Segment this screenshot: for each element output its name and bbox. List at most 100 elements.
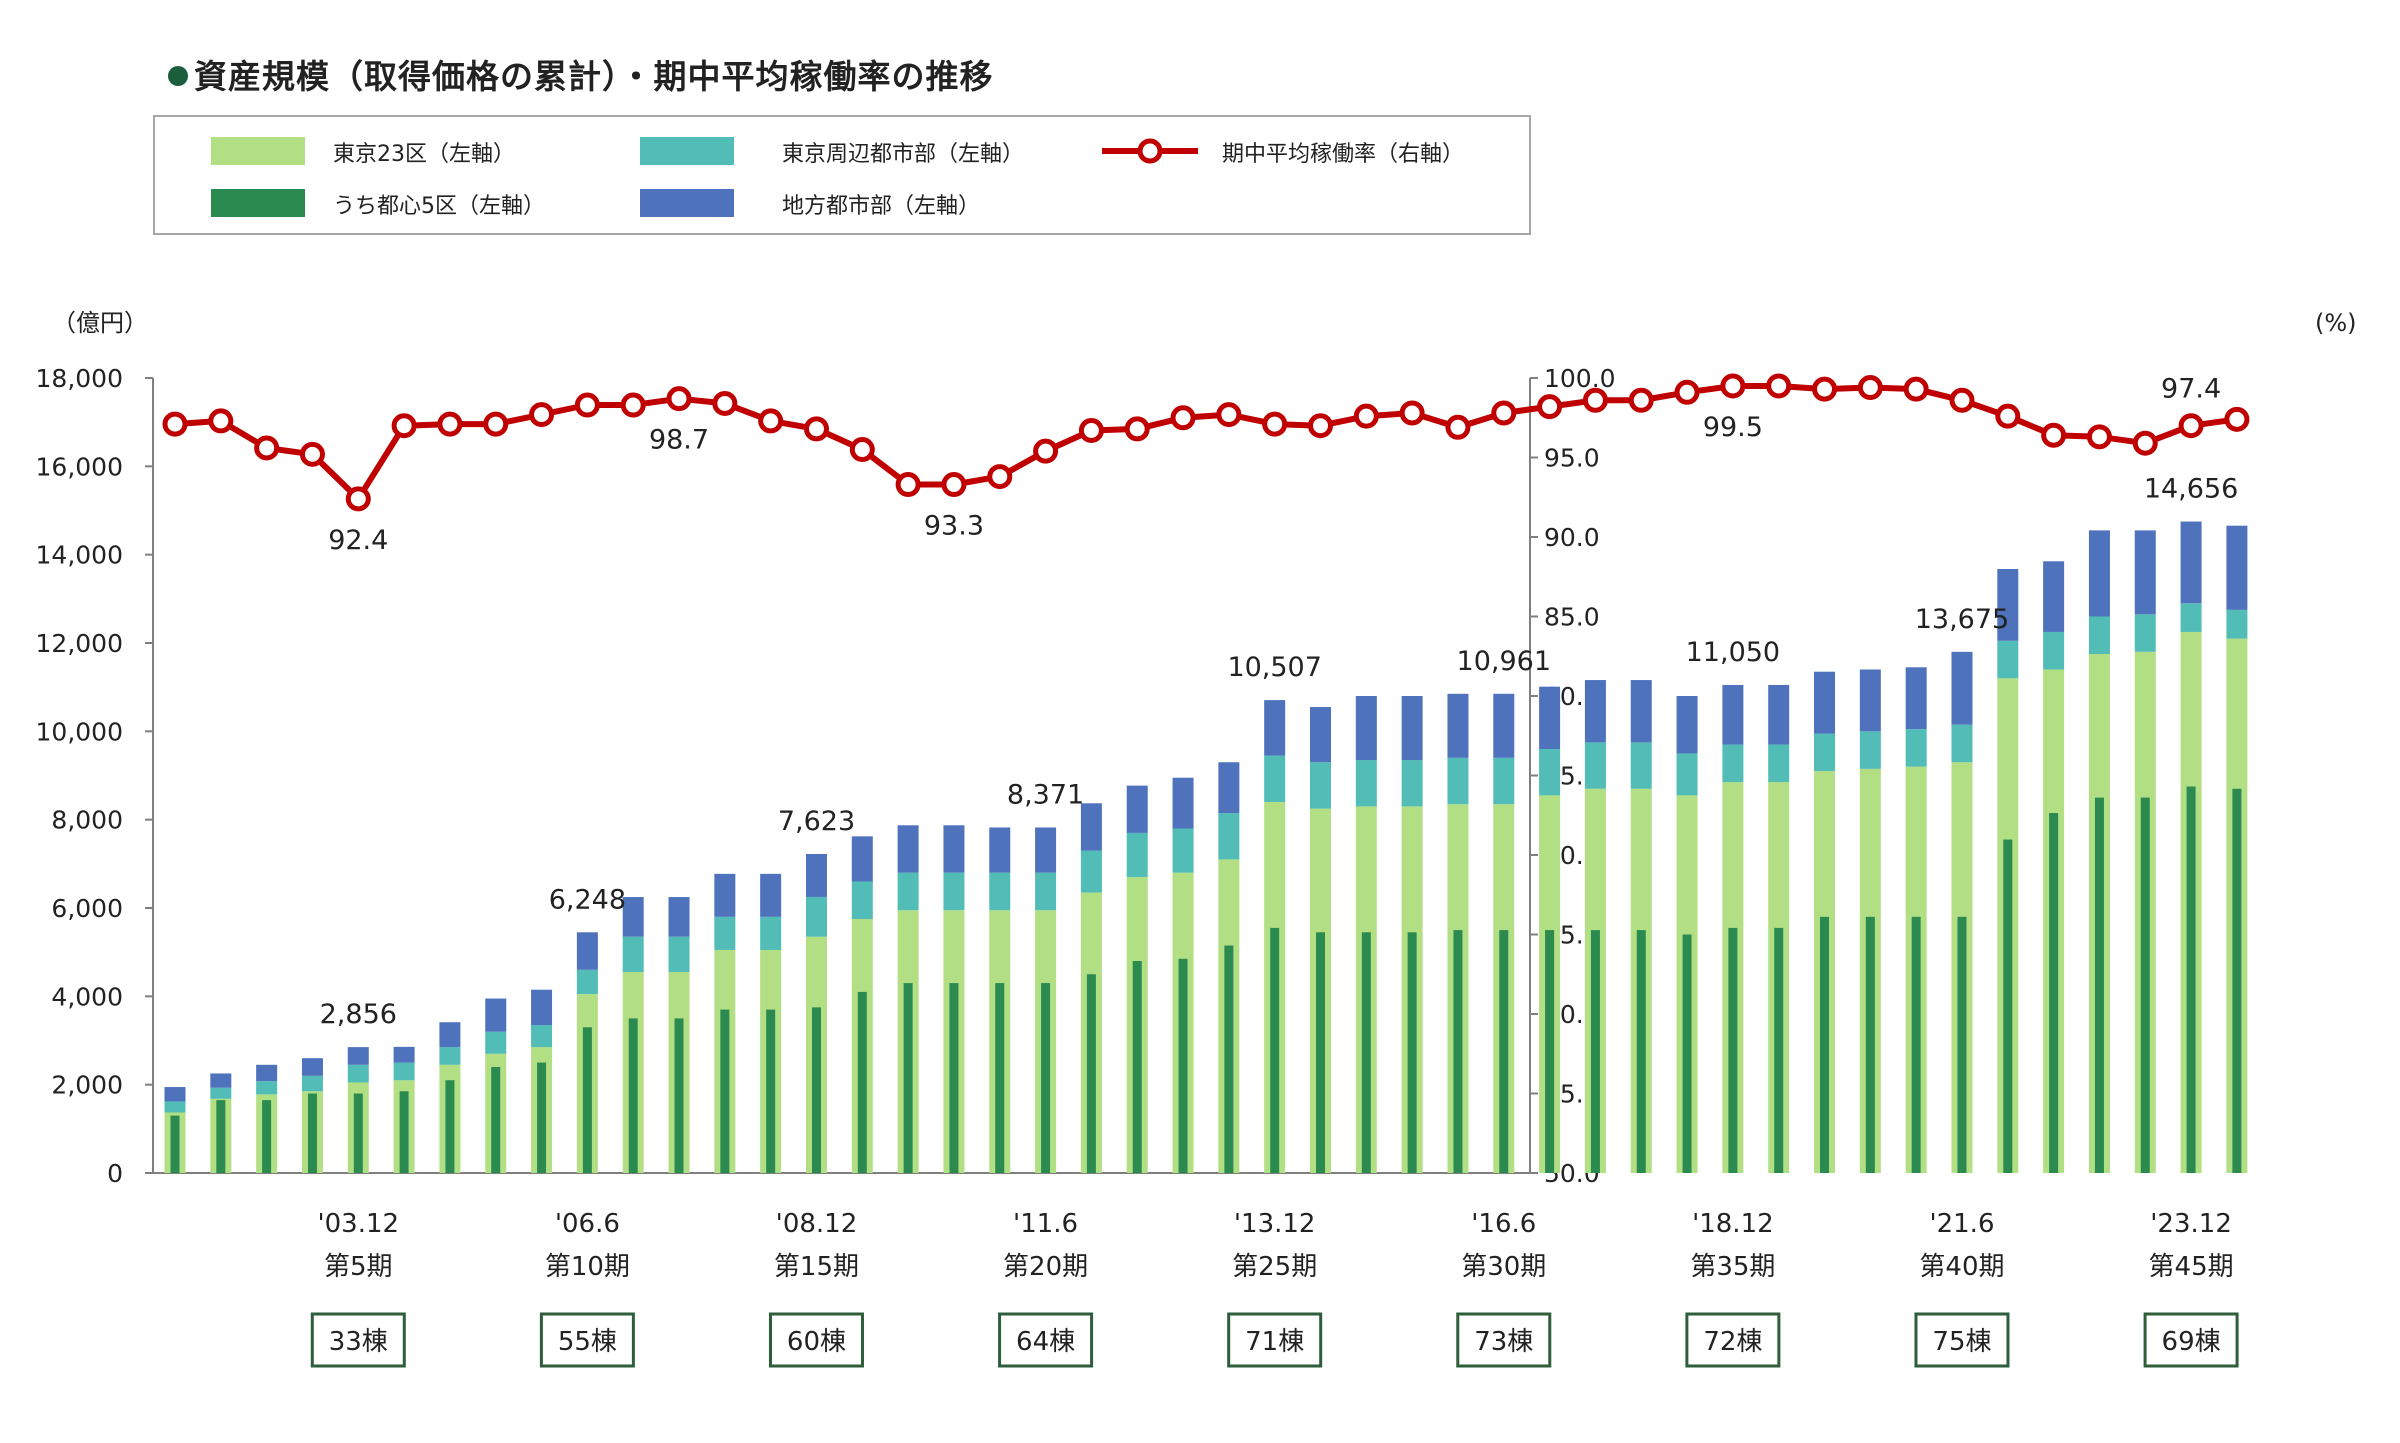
bar-segment-shuhen bbox=[1768, 744, 1790, 783]
building-count-box bbox=[539, 1312, 635, 1368]
bar-segment-toshin5 bbox=[537, 1062, 547, 1173]
legend-label-tokyo23: 東京23区（左軸） bbox=[333, 142, 515, 167]
bar-segment-shuhen bbox=[1493, 757, 1515, 805]
occupancy-point bbox=[1537, 394, 1563, 420]
x-date-label: '16.6 bbox=[1471, 1209, 1536, 1239]
left-tick-label: 4,000 bbox=[51, 982, 123, 1011]
occupancy-point bbox=[1582, 387, 1608, 413]
bar-segment-shuhen bbox=[1126, 832, 1148, 878]
occupancy-point bbox=[987, 464, 1013, 490]
bar-segment-chiho bbox=[576, 932, 598, 970]
bar-segment-toshin5 bbox=[1361, 932, 1371, 1173]
bar-segment-chiho bbox=[1080, 803, 1102, 851]
bar-segment-toshin5 bbox=[491, 1067, 501, 1173]
bar-segment-chiho bbox=[1355, 696, 1377, 761]
legend-label-toshin5: うち都心5区（左軸） bbox=[333, 194, 545, 219]
bar-segment-toshin5 bbox=[628, 1018, 638, 1173]
bar-segment-shuhen bbox=[1814, 733, 1836, 772]
bar-segment-toshin5 bbox=[262, 1100, 272, 1173]
bar-segment-toshin5 bbox=[1865, 916, 1875, 1173]
occupancy-point bbox=[941, 472, 967, 498]
left-axis-unit: （億円） bbox=[52, 309, 148, 337]
bar-segment-toshin5 bbox=[2003, 839, 2013, 1173]
building-count-label: 64棟 bbox=[1016, 1327, 1075, 1357]
bar-segment-toshin5 bbox=[1911, 916, 1921, 1173]
bar-segment-shuhen bbox=[1218, 813, 1240, 860]
bar-segment-chiho bbox=[1859, 669, 1881, 732]
occupancy-point bbox=[391, 413, 417, 439]
bar-segment-shuhen bbox=[2180, 603, 2202, 632]
bar-segment-shuhen bbox=[2134, 614, 2156, 652]
bar-segment-toshin5 bbox=[2232, 788, 2242, 1173]
occupancy-point bbox=[1262, 411, 1288, 437]
occupancy-point bbox=[1812, 376, 1838, 402]
bar-segment-shuhen bbox=[897, 872, 919, 911]
bar-segment-toshin5 bbox=[995, 983, 1005, 1173]
legend-label-occupancy: 期中平均稼働率（右軸） bbox=[1222, 142, 1465, 167]
bar-segment-chiho bbox=[1172, 777, 1194, 829]
bar-total-label: 10,507 bbox=[1227, 652, 1321, 683]
bar-segment-shuhen bbox=[210, 1087, 232, 1099]
bar-segment-shuhen bbox=[943, 872, 965, 911]
bar-segment-chiho bbox=[851, 836, 873, 882]
bar-segment-shuhen bbox=[1905, 729, 1927, 767]
bar-segment-toshin5 bbox=[399, 1091, 409, 1173]
bar-segment-shuhen bbox=[851, 881, 873, 920]
bar-total-label: 14,656 bbox=[2144, 474, 2238, 505]
occupancy-point bbox=[162, 411, 188, 437]
chart-title-row: 資産規模（取得価格の累計）・期中平均稼働率の推移 bbox=[168, 50, 994, 98]
occupancy-point bbox=[1170, 405, 1196, 431]
bar-segment-shuhen bbox=[439, 1047, 461, 1065]
bar-segment-chiho bbox=[1951, 651, 1973, 725]
x-term-label: 第15期 bbox=[774, 1252, 859, 1282]
bar-segment-toshin5 bbox=[445, 1080, 455, 1173]
chart-title: 資産規模（取得価格の累計）・期中平均稼働率の推移 bbox=[194, 57, 994, 96]
bar-segment-chiho bbox=[989, 827, 1011, 873]
bar-segment-chiho bbox=[347, 1047, 369, 1065]
occupancy-line bbox=[162, 373, 2250, 512]
bar-segment-toshin5 bbox=[1086, 974, 1096, 1173]
building-count-box bbox=[1914, 1312, 2010, 1368]
occupancy-point bbox=[1491, 400, 1517, 426]
bar-segment-shuhen bbox=[1035, 872, 1057, 911]
bar-segment-chiho bbox=[2226, 525, 2248, 610]
left-tick-label: 0 bbox=[107, 1159, 123, 1188]
left-tick-label: 12,000 bbox=[36, 629, 123, 658]
bar-segment-toshin5 bbox=[1407, 932, 1417, 1173]
bar-segment-chiho bbox=[805, 853, 827, 897]
right-tick-label: 100.0 bbox=[1544, 364, 1616, 393]
bar-segment-toshin5 bbox=[1224, 945, 1234, 1173]
legend-marker-occupancy bbox=[1102, 138, 1198, 164]
legend-label-shuhen: 東京周辺都市部（左軸） bbox=[782, 142, 1025, 167]
bar-total-label: 10,961 bbox=[1457, 646, 1551, 677]
occupancy-point bbox=[345, 486, 371, 512]
x-term-label: 第25期 bbox=[1232, 1252, 1317, 1282]
bar-segment-chiho bbox=[439, 1022, 461, 1048]
bar-segment-shuhen bbox=[989, 872, 1011, 911]
occupancy-point bbox=[1857, 375, 1883, 401]
x-date-label: '03.12 bbox=[317, 1209, 399, 1239]
bar-segment-toshin5 bbox=[1499, 930, 1509, 1173]
bar-segment-shuhen bbox=[2043, 631, 2065, 670]
occupancy-point bbox=[1674, 379, 1700, 405]
bar-segment-toshin5 bbox=[2049, 813, 2059, 1173]
bar-segment-toshin5 bbox=[1316, 932, 1325, 1173]
left-tick-label: 14,000 bbox=[36, 541, 123, 570]
bar-segment-toshin5 bbox=[766, 1009, 776, 1173]
bar-segment-chiho bbox=[2134, 530, 2156, 615]
bar-segment-toshin5 bbox=[949, 983, 959, 1173]
occupancy-point-label: 97.4 bbox=[2161, 374, 2221, 405]
bar-segment-chiho bbox=[393, 1046, 415, 1063]
occupancy-point bbox=[2086, 424, 2112, 450]
axes: 0 2,000 4,000 6,000 8,000 10,000 12,000 14,000 1… bbox=[36, 309, 2357, 1188]
occupancy-point bbox=[437, 411, 463, 437]
bar-segment-chiho bbox=[1768, 684, 1790, 745]
right-tick-label: 85.0 bbox=[1544, 603, 1600, 632]
bar-segment-toshin5 bbox=[903, 983, 913, 1173]
x-date-label: '13.12 bbox=[1234, 1209, 1316, 1239]
bars bbox=[164, 521, 2248, 1173]
bar-segment-shuhen bbox=[1951, 724, 1973, 763]
bar-segment-toshin5 bbox=[216, 1100, 226, 1173]
